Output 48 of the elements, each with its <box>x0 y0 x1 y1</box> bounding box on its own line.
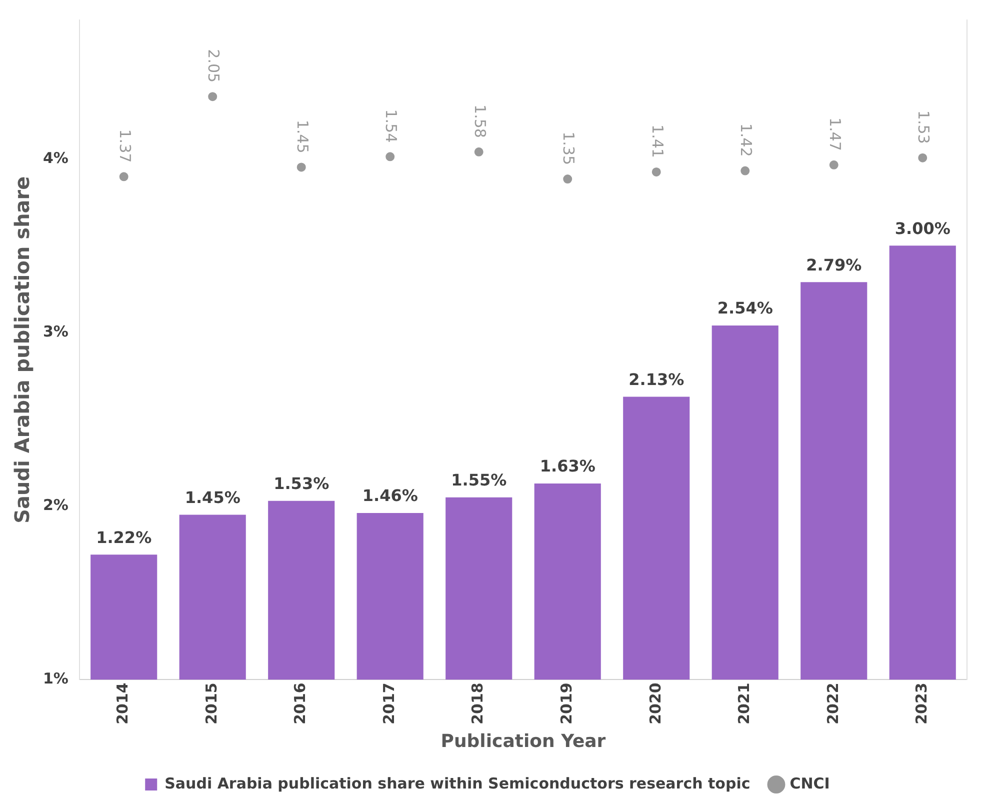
x-axis-title: Publication Year <box>440 730 606 752</box>
x-tick-label: 2015 <box>202 682 220 724</box>
point <box>386 152 395 162</box>
x-tick-label: 2014 <box>114 682 132 724</box>
y-tick-label: 3% <box>43 322 68 340</box>
data-label: 1.54 <box>382 109 400 143</box>
data-label: 2.79% <box>806 255 862 274</box>
data-label: 1.22% <box>96 528 152 547</box>
y-axis-title: Saudi Arabia publication share <box>10 176 34 524</box>
x-tick-label: 2023 <box>912 682 931 724</box>
x-tick-label: 2016 <box>291 682 310 724</box>
data-label: 1.47 <box>826 117 844 151</box>
data-label: 2.13% <box>628 370 684 389</box>
point <box>296 162 306 172</box>
point <box>918 153 928 162</box>
data-label: 1.45% <box>184 488 240 507</box>
data-label: 1.58 <box>470 104 489 138</box>
point <box>740 166 750 176</box>
x-tick-label: 2021 <box>735 682 754 724</box>
data-label: 1.37 <box>116 129 134 163</box>
data-label: 1.63% <box>540 456 596 476</box>
y-tick-label: 2% <box>43 496 68 514</box>
data-label: 1.42 <box>737 123 756 157</box>
data-label: 1.45 <box>293 120 312 154</box>
x-tick-label: 2020 <box>646 682 664 724</box>
data-label: 1.46% <box>362 486 418 506</box>
point <box>652 167 661 176</box>
data-label: 1.55% <box>451 470 507 490</box>
x-tick-label: 2019 <box>558 682 576 724</box>
data-label: 2.54% <box>717 298 773 318</box>
data-label: 1.41 <box>648 124 666 158</box>
point <box>208 92 218 102</box>
y-tick-label: 1% <box>43 670 68 688</box>
legend-label: Saudi Arabia publication share within Semiconductors research topic <box>164 774 750 792</box>
x-tick-label: 2018 <box>468 682 487 724</box>
point <box>119 172 128 182</box>
x-tick-label: 2017 <box>380 682 398 724</box>
data-label: 3.00% <box>894 218 950 238</box>
point <box>829 160 838 170</box>
data-label: 1.53% <box>274 474 330 494</box>
x-tick-label: 2022 <box>824 682 842 724</box>
data-label: 1.35 <box>560 132 578 166</box>
data-label: 2.05 <box>204 49 223 83</box>
point <box>563 174 572 184</box>
point <box>474 147 484 156</box>
y-tick-label: 4% <box>43 148 68 167</box>
data-label: 1.53 <box>914 110 933 144</box>
legend-label: CNCI <box>790 774 830 792</box>
